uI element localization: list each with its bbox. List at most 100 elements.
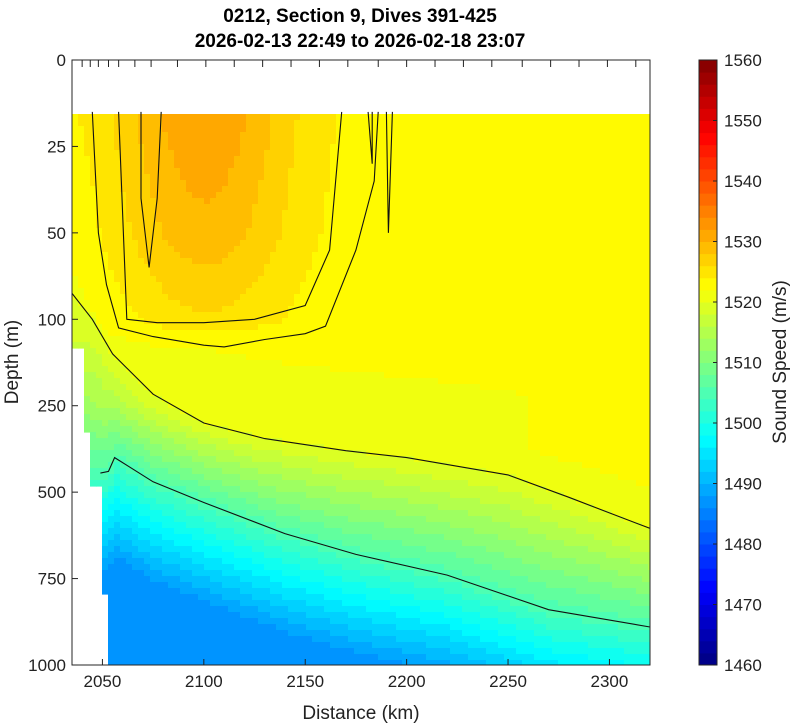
heatmap-cell	[198, 180, 205, 187]
heatmap-cell	[540, 240, 547, 247]
heatmap-cell	[342, 240, 349, 247]
heatmap-cell	[630, 318, 637, 325]
heatmap-cell	[474, 336, 481, 343]
heatmap-cell	[522, 408, 529, 415]
heatmap-cell	[642, 342, 649, 349]
heatmap-cell	[246, 216, 253, 223]
heatmap-cell	[150, 132, 157, 139]
heatmap-cell	[366, 114, 373, 121]
heatmap-cell	[180, 414, 187, 421]
heatmap-cell	[312, 240, 319, 247]
heatmap-cell	[468, 198, 475, 205]
heatmap-cell	[480, 324, 487, 331]
heatmap-cell	[186, 276, 193, 283]
heatmap-cell	[606, 126, 613, 133]
heatmap-cell	[648, 354, 650, 361]
heatmap-cell	[522, 258, 529, 265]
heatmap-cell	[204, 330, 211, 337]
heatmap-cell	[564, 384, 571, 391]
heatmap-cell	[318, 186, 325, 193]
heatmap-cell	[240, 330, 247, 337]
heatmap-cell	[294, 282, 301, 289]
heatmap-cell	[270, 354, 277, 361]
heatmap-cell	[210, 144, 217, 151]
heatmap-cell	[120, 414, 127, 421]
heatmap-cell	[282, 324, 289, 331]
heatmap-cell	[510, 312, 517, 319]
heatmap-cell	[186, 288, 193, 295]
heatmap-cell	[204, 132, 211, 139]
heatmap-cell	[276, 180, 283, 187]
heatmap-cell	[354, 234, 361, 241]
heatmap-cell	[486, 408, 493, 415]
heatmap-cell	[102, 420, 109, 427]
heatmap-cell	[252, 366, 259, 373]
heatmap-cell	[420, 366, 427, 373]
heatmap-cell	[174, 402, 181, 409]
heatmap-cell	[390, 336, 397, 343]
heatmap-cell	[564, 234, 571, 241]
heatmap-cell	[306, 240, 313, 247]
heatmap-cell	[210, 372, 217, 379]
heatmap-cell	[546, 186, 553, 193]
heatmap-cell	[642, 312, 649, 319]
heatmap-cell	[624, 312, 631, 319]
heatmap-cell	[618, 156, 625, 163]
heatmap-cell	[516, 162, 523, 169]
heatmap-cell	[252, 408, 259, 415]
heatmap-cell	[384, 258, 391, 265]
heatmap-cell	[246, 324, 253, 331]
heatmap-cell	[396, 264, 403, 271]
heatmap-cell	[438, 240, 445, 247]
heatmap-cell	[408, 174, 415, 181]
heatmap-cell	[438, 366, 445, 373]
heatmap-cell	[528, 138, 535, 145]
heatmap-cell	[318, 162, 325, 169]
heatmap-cell	[276, 162, 283, 169]
heatmap-cell	[462, 312, 469, 319]
heatmap-cell	[642, 396, 649, 403]
heatmap-cell	[576, 396, 583, 403]
heatmap-cell	[96, 192, 103, 199]
heatmap-cell	[450, 312, 457, 319]
heatmap-cell	[450, 420, 457, 427]
heatmap-cell	[96, 354, 103, 361]
heatmap-cell	[198, 114, 205, 121]
heatmap-cell	[540, 222, 547, 229]
heatmap-cell	[630, 120, 637, 127]
heatmap-cell	[198, 402, 205, 409]
heatmap-cell	[168, 144, 175, 151]
heatmap-cell	[282, 330, 289, 337]
heatmap-cell	[204, 138, 211, 145]
heatmap-cell	[342, 414, 349, 421]
heatmap-cell	[642, 120, 649, 127]
heatmap-cell	[126, 144, 133, 151]
heatmap-cell	[366, 306, 373, 313]
heatmap-cell	[360, 180, 367, 187]
heatmap-cell	[480, 222, 487, 229]
heatmap-cell	[288, 336, 295, 343]
heatmap-cell	[456, 132, 463, 139]
heatmap-cell	[606, 132, 613, 139]
heatmap-cell	[486, 354, 493, 361]
heatmap-cell	[522, 192, 529, 199]
heatmap-cell	[162, 312, 169, 319]
heatmap-cell	[336, 168, 343, 175]
heatmap-cell	[414, 156, 421, 163]
heatmap-cell	[258, 348, 265, 355]
heatmap-cell	[450, 246, 457, 253]
heatmap-cell	[306, 132, 313, 139]
heatmap-cell	[414, 312, 421, 319]
heatmap-cell	[462, 120, 469, 127]
heatmap-cell	[264, 360, 271, 367]
heatmap-cell	[174, 246, 181, 253]
heatmap-cell	[72, 252, 79, 259]
heatmap-cell	[330, 252, 337, 259]
heatmap-cell	[114, 294, 121, 301]
heatmap-cell	[504, 252, 511, 259]
heatmap-cell	[570, 228, 577, 235]
heatmap-cell	[270, 420, 277, 427]
heatmap-cell	[606, 216, 613, 223]
heatmap-cell	[534, 240, 541, 247]
heatmap-cell	[270, 378, 277, 385]
